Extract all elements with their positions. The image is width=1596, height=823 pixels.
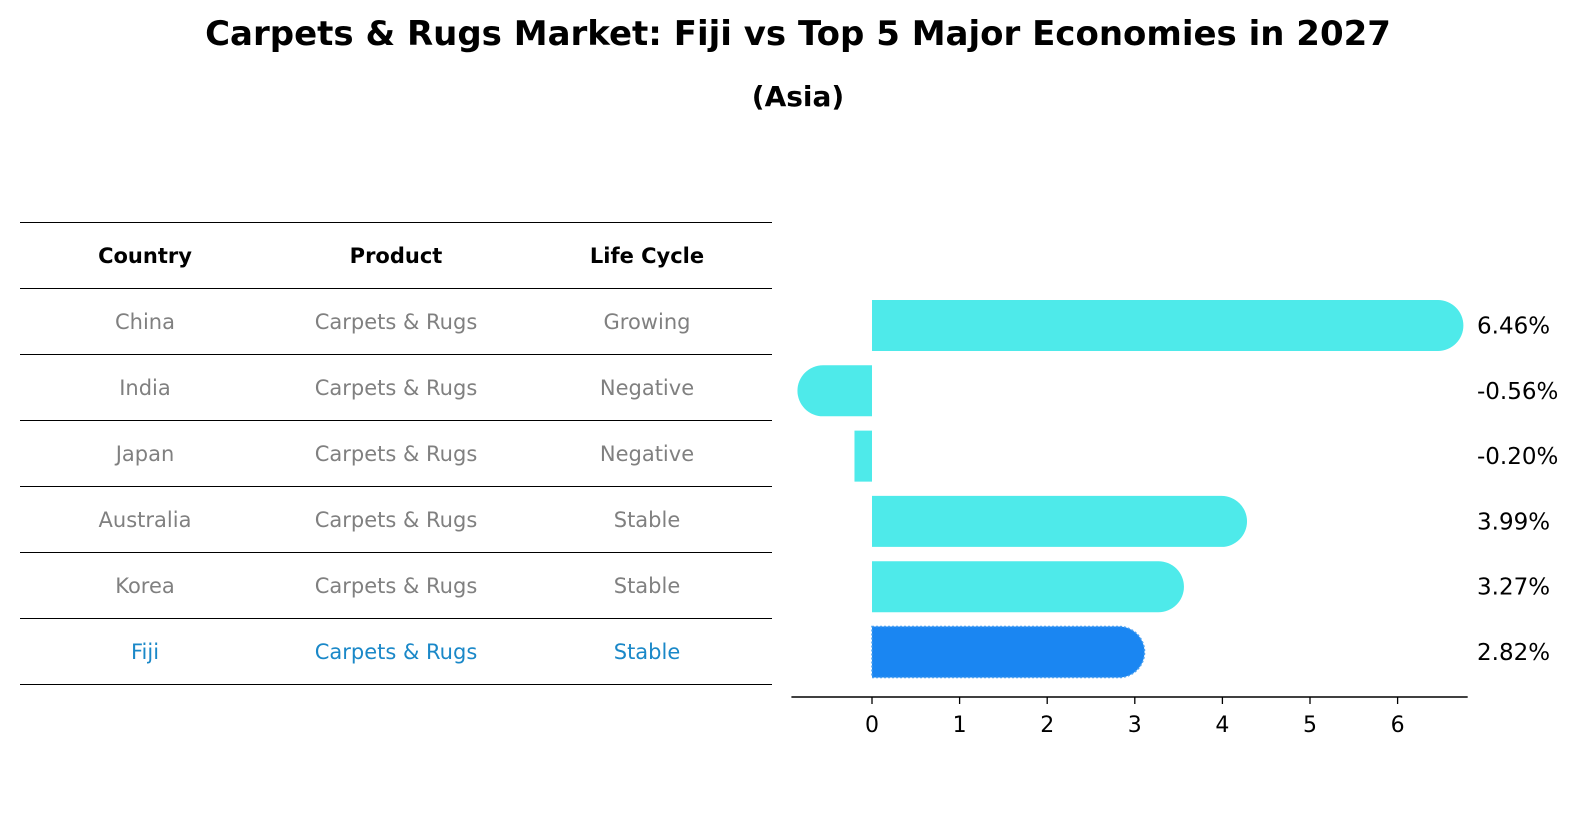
value-label: 3.27% (1477, 575, 1550, 601)
cell-country: India (119, 375, 171, 400)
chart-subtitle: (Asia) (751, 80, 845, 113)
bar-highlight (872, 626, 1145, 678)
x-tick-label: 6 (1391, 713, 1405, 738)
cell-product: Carpets & Rugs (314, 507, 478, 532)
bar (872, 300, 1464, 351)
cell-country: China (115, 309, 175, 334)
cell-country: Australia (98, 507, 192, 532)
value-label: -0.56% (1477, 379, 1558, 405)
table-row: India Carpets & Rugs Negative (20, 354, 772, 420)
cell-life-cycle: Negative (599, 441, 695, 466)
x-tick-label: 4 (1215, 713, 1229, 738)
value-label: 3.99% (1477, 509, 1550, 535)
header-product: Product (349, 243, 443, 268)
bar (872, 495, 1248, 547)
bar (872, 561, 1184, 613)
bar (797, 365, 872, 417)
data-table: Country Product Life Cycle China Carpets… (20, 222, 772, 685)
table-row: Korea Carpets & Rugs Stable (20, 552, 772, 618)
bar-highlight-outline (871, 625, 1146, 679)
cell-life-cycle: Stable (613, 573, 681, 598)
cell-product: Carpets & Rugs (314, 309, 478, 334)
header-country: Country (98, 243, 192, 268)
cell-country: Japan (115, 441, 175, 466)
cell-country: Korea (115, 573, 175, 598)
x-tick-label: 5 (1303, 713, 1317, 738)
cell-life-cycle: Stable (613, 639, 681, 664)
table-row: China Carpets & Rugs Growing (20, 288, 772, 354)
x-tick-label: 2 (1040, 713, 1054, 738)
cell-life-cycle: Negative (599, 375, 695, 400)
table-row-highlight: Fiji Carpets & Rugs Stable (20, 618, 772, 685)
cell-life-cycle: Stable (613, 507, 681, 532)
value-label: -0.20% (1477, 444, 1558, 470)
cell-product: Carpets & Rugs (314, 441, 478, 466)
x-tick-label: 0 (865, 713, 879, 738)
table-row: Japan Carpets & Rugs Negative (20, 420, 772, 486)
chart-title: Carpets & Rugs Market: Fiji vs Top 5 Maj… (205, 14, 1391, 54)
table-row: Australia Carpets & Rugs Stable (20, 486, 772, 552)
cell-country: Fiji (130, 639, 160, 664)
table-header-row: Country Product Life Cycle (20, 222, 772, 288)
value-label: 2.82% (1477, 640, 1550, 666)
header-life-cycle: Life Cycle (589, 243, 705, 268)
value-label: 6.46% (1477, 314, 1550, 340)
bar (854, 430, 872, 482)
x-tick-label: 3 (1128, 713, 1142, 738)
cell-product: Carpets & Rugs (314, 573, 478, 598)
cell-product: Carpets & Rugs (314, 375, 478, 400)
x-tick-label: 1 (953, 713, 967, 738)
cell-product: Carpets & Rugs (314, 639, 478, 664)
cell-life-cycle: Growing (603, 309, 691, 334)
